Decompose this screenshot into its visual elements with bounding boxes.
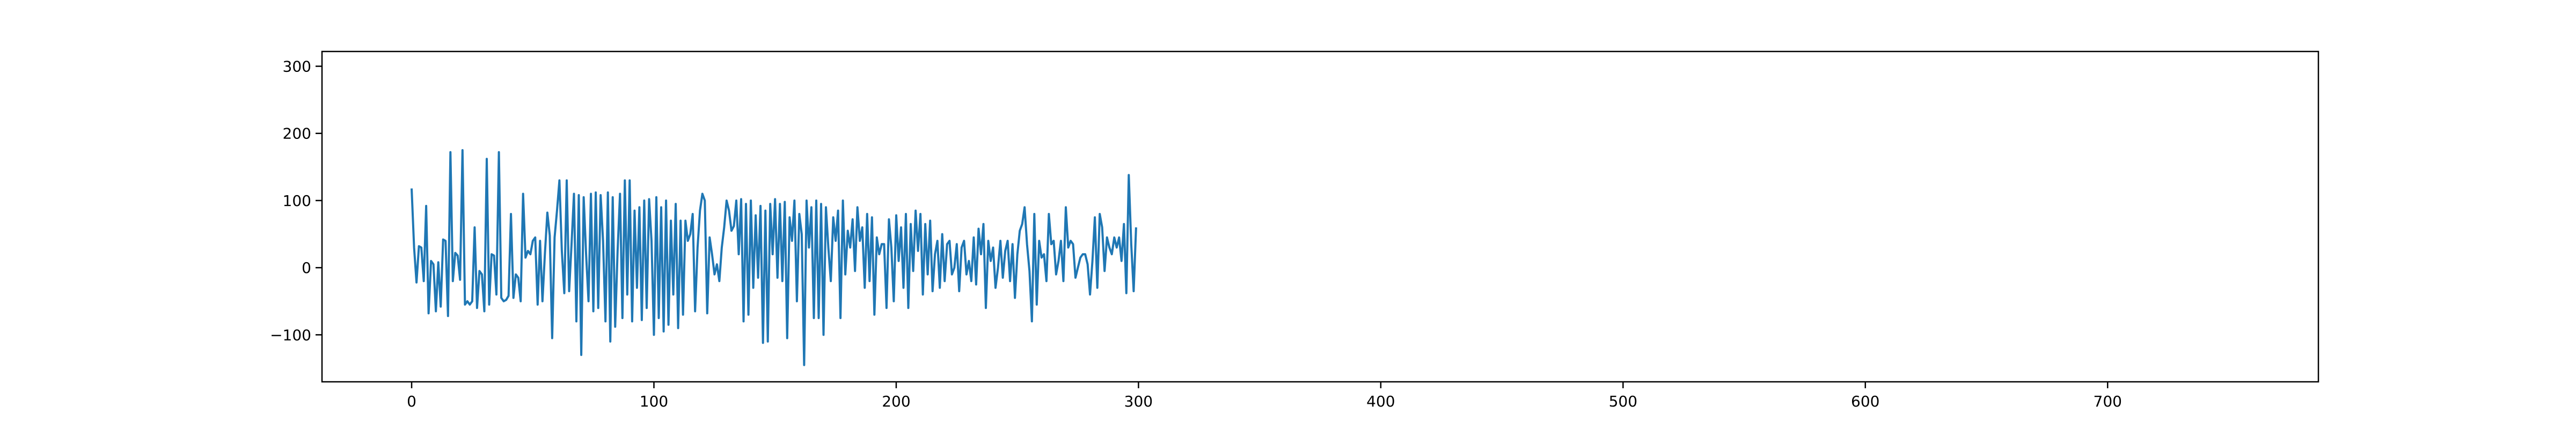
x-tick-label: 100 [640, 393, 668, 410]
x-tick-label: 0 [407, 393, 416, 410]
x-tick-label: 700 [2094, 393, 2122, 410]
y-tick-label: 200 [283, 125, 311, 143]
y-tick-label: 300 [283, 58, 311, 76]
x-tick-label: 400 [1366, 393, 1395, 410]
y-tick-label: 100 [283, 192, 311, 210]
x-tick-label: 500 [1609, 393, 1637, 410]
axes-frame [321, 50, 2319, 383]
y-tick-label: −100 [270, 326, 311, 344]
x-axis: 0 100 200 300 400 500 600 700 [407, 382, 2122, 410]
series-layer [411, 149, 1137, 366]
x-tick-label: 200 [882, 393, 910, 410]
x-tick-label: 300 [1124, 393, 1153, 410]
y-tick-label: 0 [302, 259, 311, 277]
series-line [411, 149, 1137, 366]
y-axis: −100 0 100 200 300 [270, 58, 322, 344]
x-tick-label: 600 [1851, 393, 1879, 410]
